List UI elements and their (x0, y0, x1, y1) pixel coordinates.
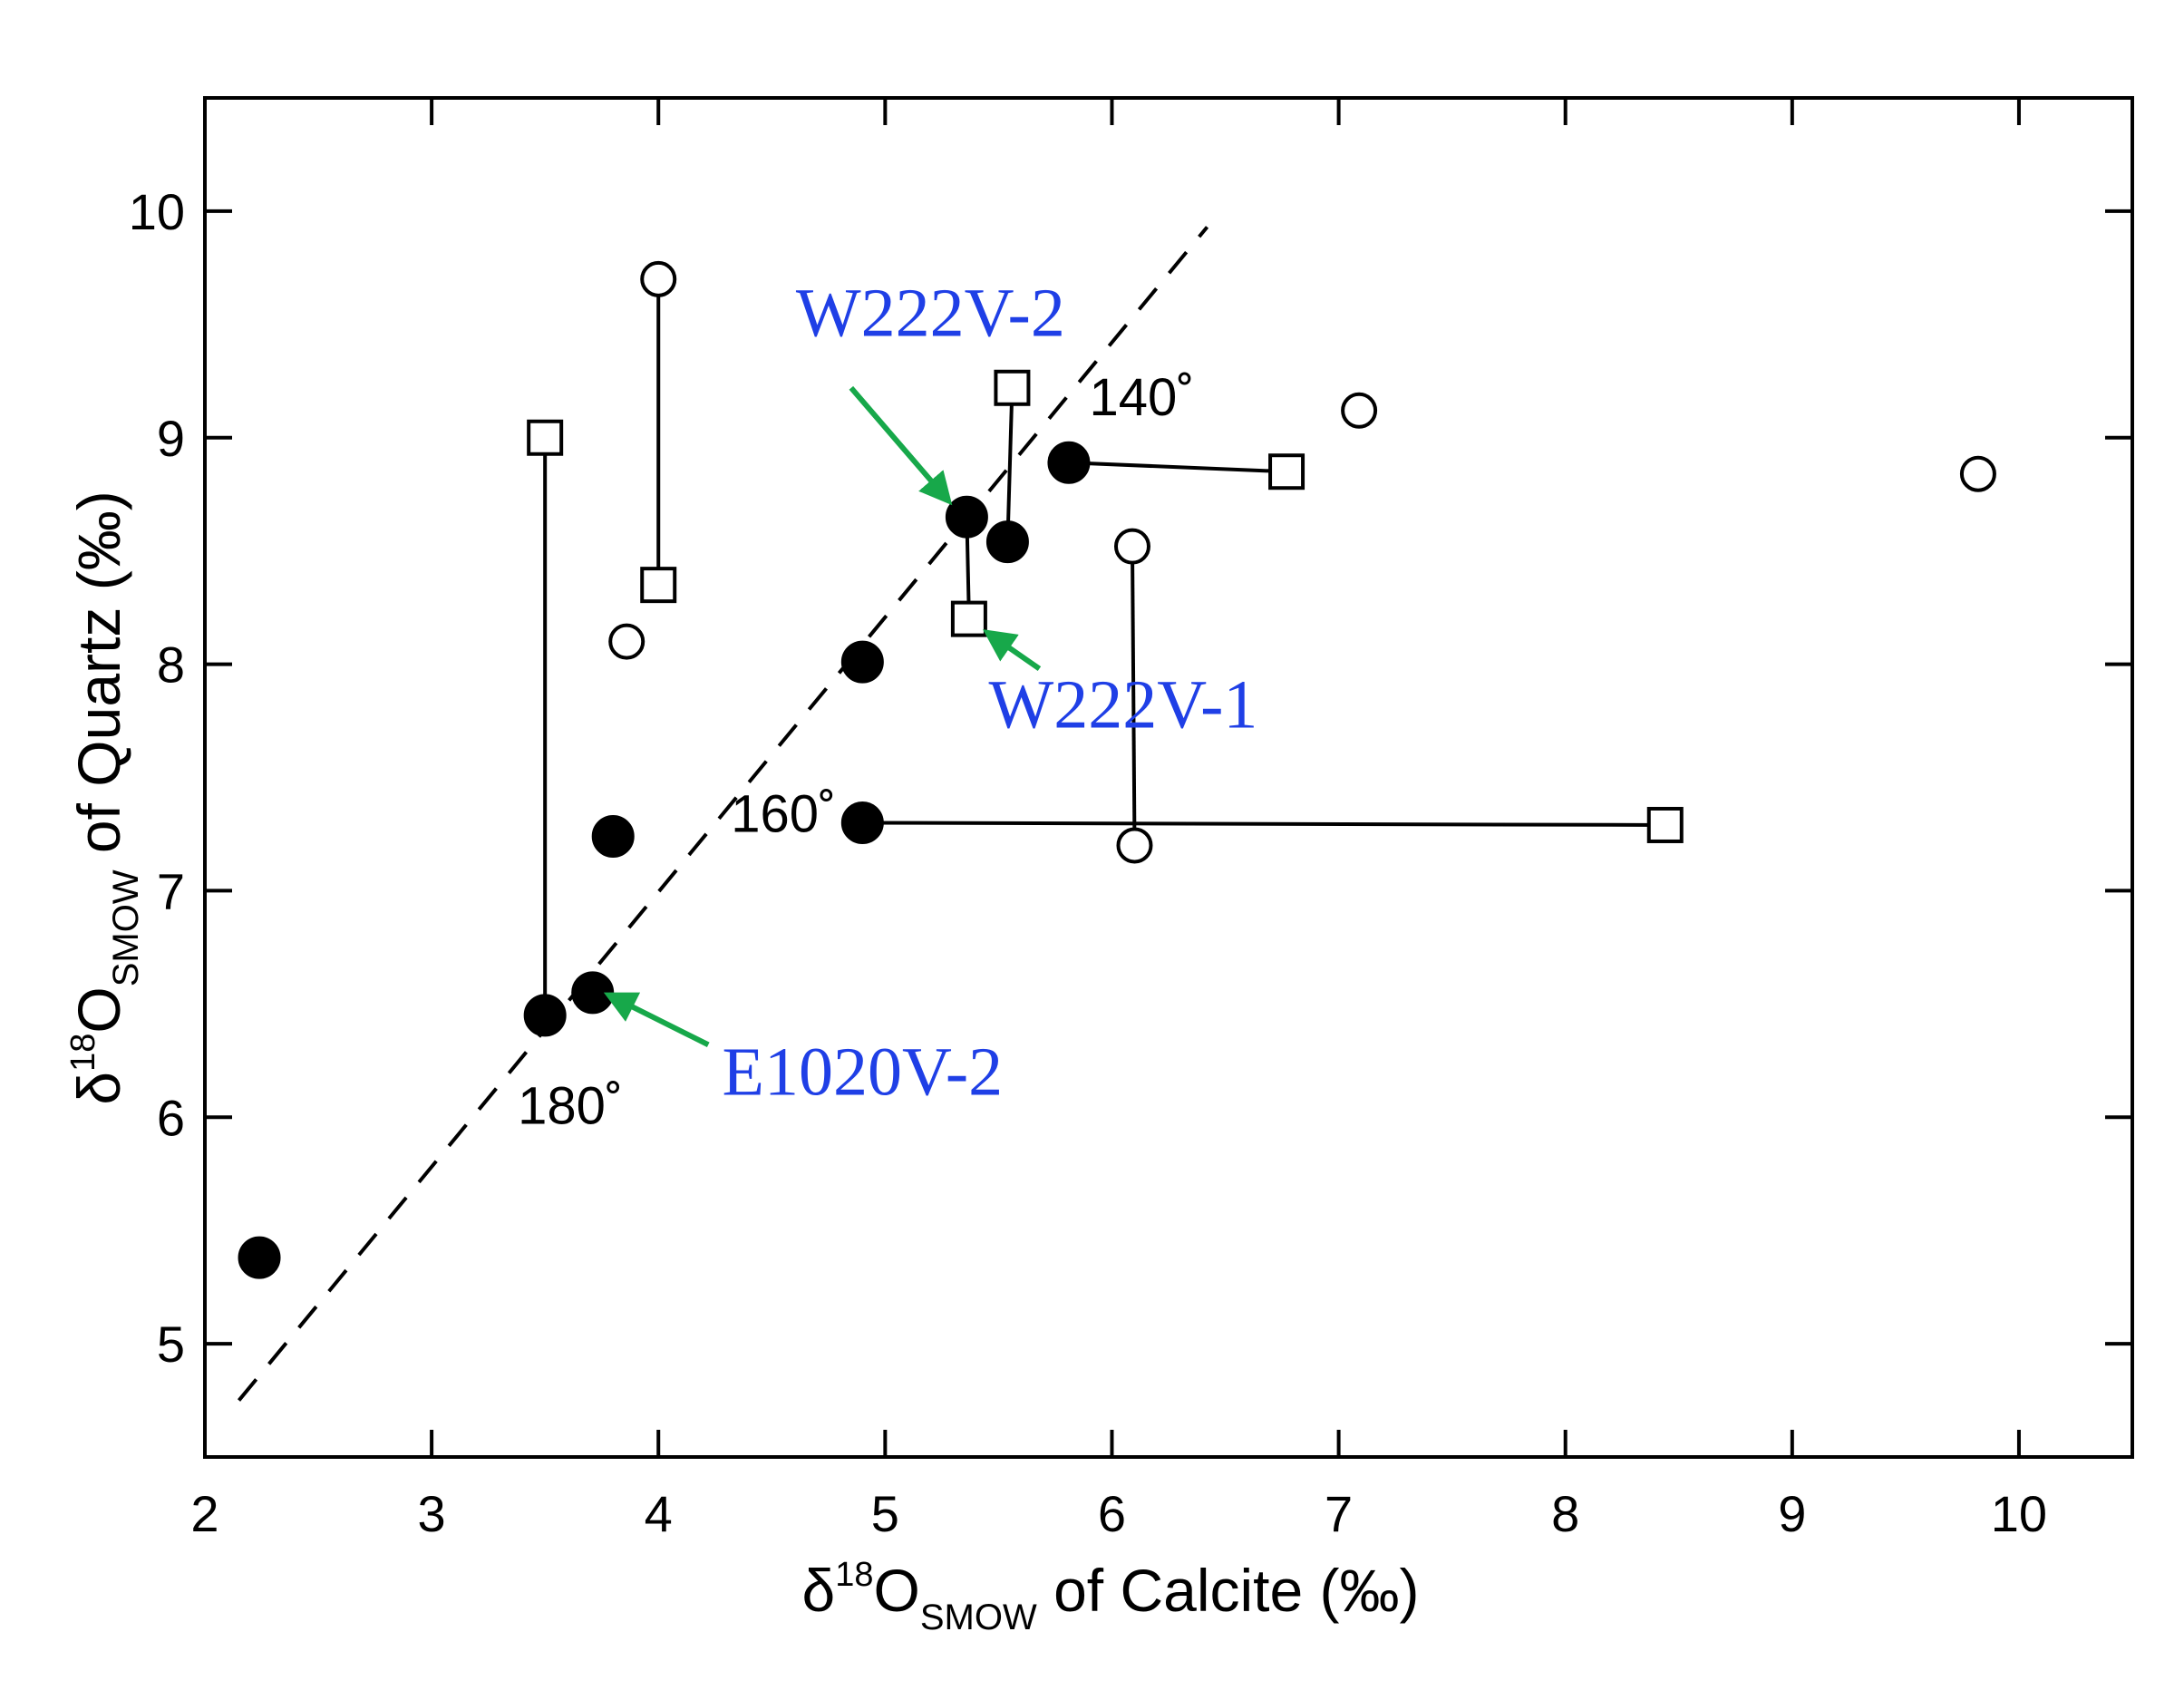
y-tick-label: 9 (157, 410, 185, 467)
open-circle-point (1113, 528, 1150, 565)
tie-line (1005, 387, 1014, 542)
y-tick-label: 5 (157, 1316, 185, 1373)
filled-circle-point (238, 1236, 281, 1279)
sample-label: W222V-2 (796, 275, 1065, 351)
tie-line (1068, 461, 1287, 474)
annotation-arrow (982, 629, 1042, 672)
annotation-arrow (603, 992, 710, 1047)
tick-labels: 2 3 4 5 6 7 8 9 10 5 6 7 8 9 10 (129, 183, 2047, 1542)
dashed-equilibrium-line (237, 226, 1209, 1402)
x-axis-title: δ18OSMOW of Calcite (‰) (802, 1556, 1420, 1637)
open-square-point (1268, 453, 1306, 490)
filled-circle-point (945, 495, 988, 539)
open-circle-point (1116, 827, 1153, 864)
y-tick-label: 10 (129, 183, 185, 240)
filled-circle-point (840, 640, 884, 684)
tie-line (1130, 546, 1137, 846)
plot-border (203, 96, 2134, 1459)
trend-line (237, 226, 1209, 1402)
sample-label: W222V-1 (988, 667, 1257, 743)
temperature-annotations: 140˚ 160˚ 180˚ (518, 368, 1194, 1136)
x-tick-label: 9 (1778, 1485, 1806, 1542)
tie-line (862, 821, 1665, 827)
data-points (238, 260, 1996, 1279)
filled-circle-point (1047, 441, 1091, 484)
x-tick-label: 10 (1991, 1485, 2047, 1542)
sample-label: E1020V-2 (723, 1034, 1004, 1110)
x-tick-label: 2 (190, 1485, 218, 1542)
tie-lines (543, 278, 1665, 1015)
open-square-point (527, 419, 564, 456)
x-tick-label: 3 (418, 1485, 446, 1542)
y-axis-title: δ18OSMOW of Quartz (‰) (64, 490, 146, 1104)
temperature-label: 140˚ (1089, 368, 1194, 427)
sample-labels: W222V-2 W222V-1 E1020V-2 (603, 275, 1257, 1110)
filled-circle-point (840, 801, 884, 844)
x-tick-label: 8 (1551, 1485, 1579, 1542)
filled-circle-point (523, 994, 567, 1037)
axis-ticks (203, 98, 2132, 1457)
filled-circle-point (571, 971, 615, 1015)
x-tick-label: 5 (871, 1485, 899, 1542)
open-square-point (950, 600, 987, 637)
filled-circle-point (985, 520, 1029, 564)
filled-circle-point (591, 814, 635, 858)
open-circle-point (608, 623, 645, 660)
x-tick-label: 7 (1325, 1485, 1353, 1542)
open-square-point (1646, 806, 1684, 843)
open-square-point (640, 567, 677, 604)
y-tick-label: 6 (157, 1089, 185, 1146)
x-tick-label: 4 (645, 1485, 673, 1542)
open-circle-point (640, 260, 677, 297)
open-square-point (994, 369, 1031, 406)
y-tick-label: 7 (157, 862, 185, 919)
y-tick-label: 8 (157, 636, 185, 694)
temperature-label: 160˚ (731, 784, 836, 843)
open-circle-point (1959, 455, 1996, 492)
x-tick-label: 6 (1098, 1485, 1126, 1542)
temperature-label: 180˚ (518, 1077, 623, 1136)
annotation-arrow (849, 385, 953, 506)
open-circle-point (1341, 392, 1378, 429)
plot-frame (203, 96, 2134, 1459)
